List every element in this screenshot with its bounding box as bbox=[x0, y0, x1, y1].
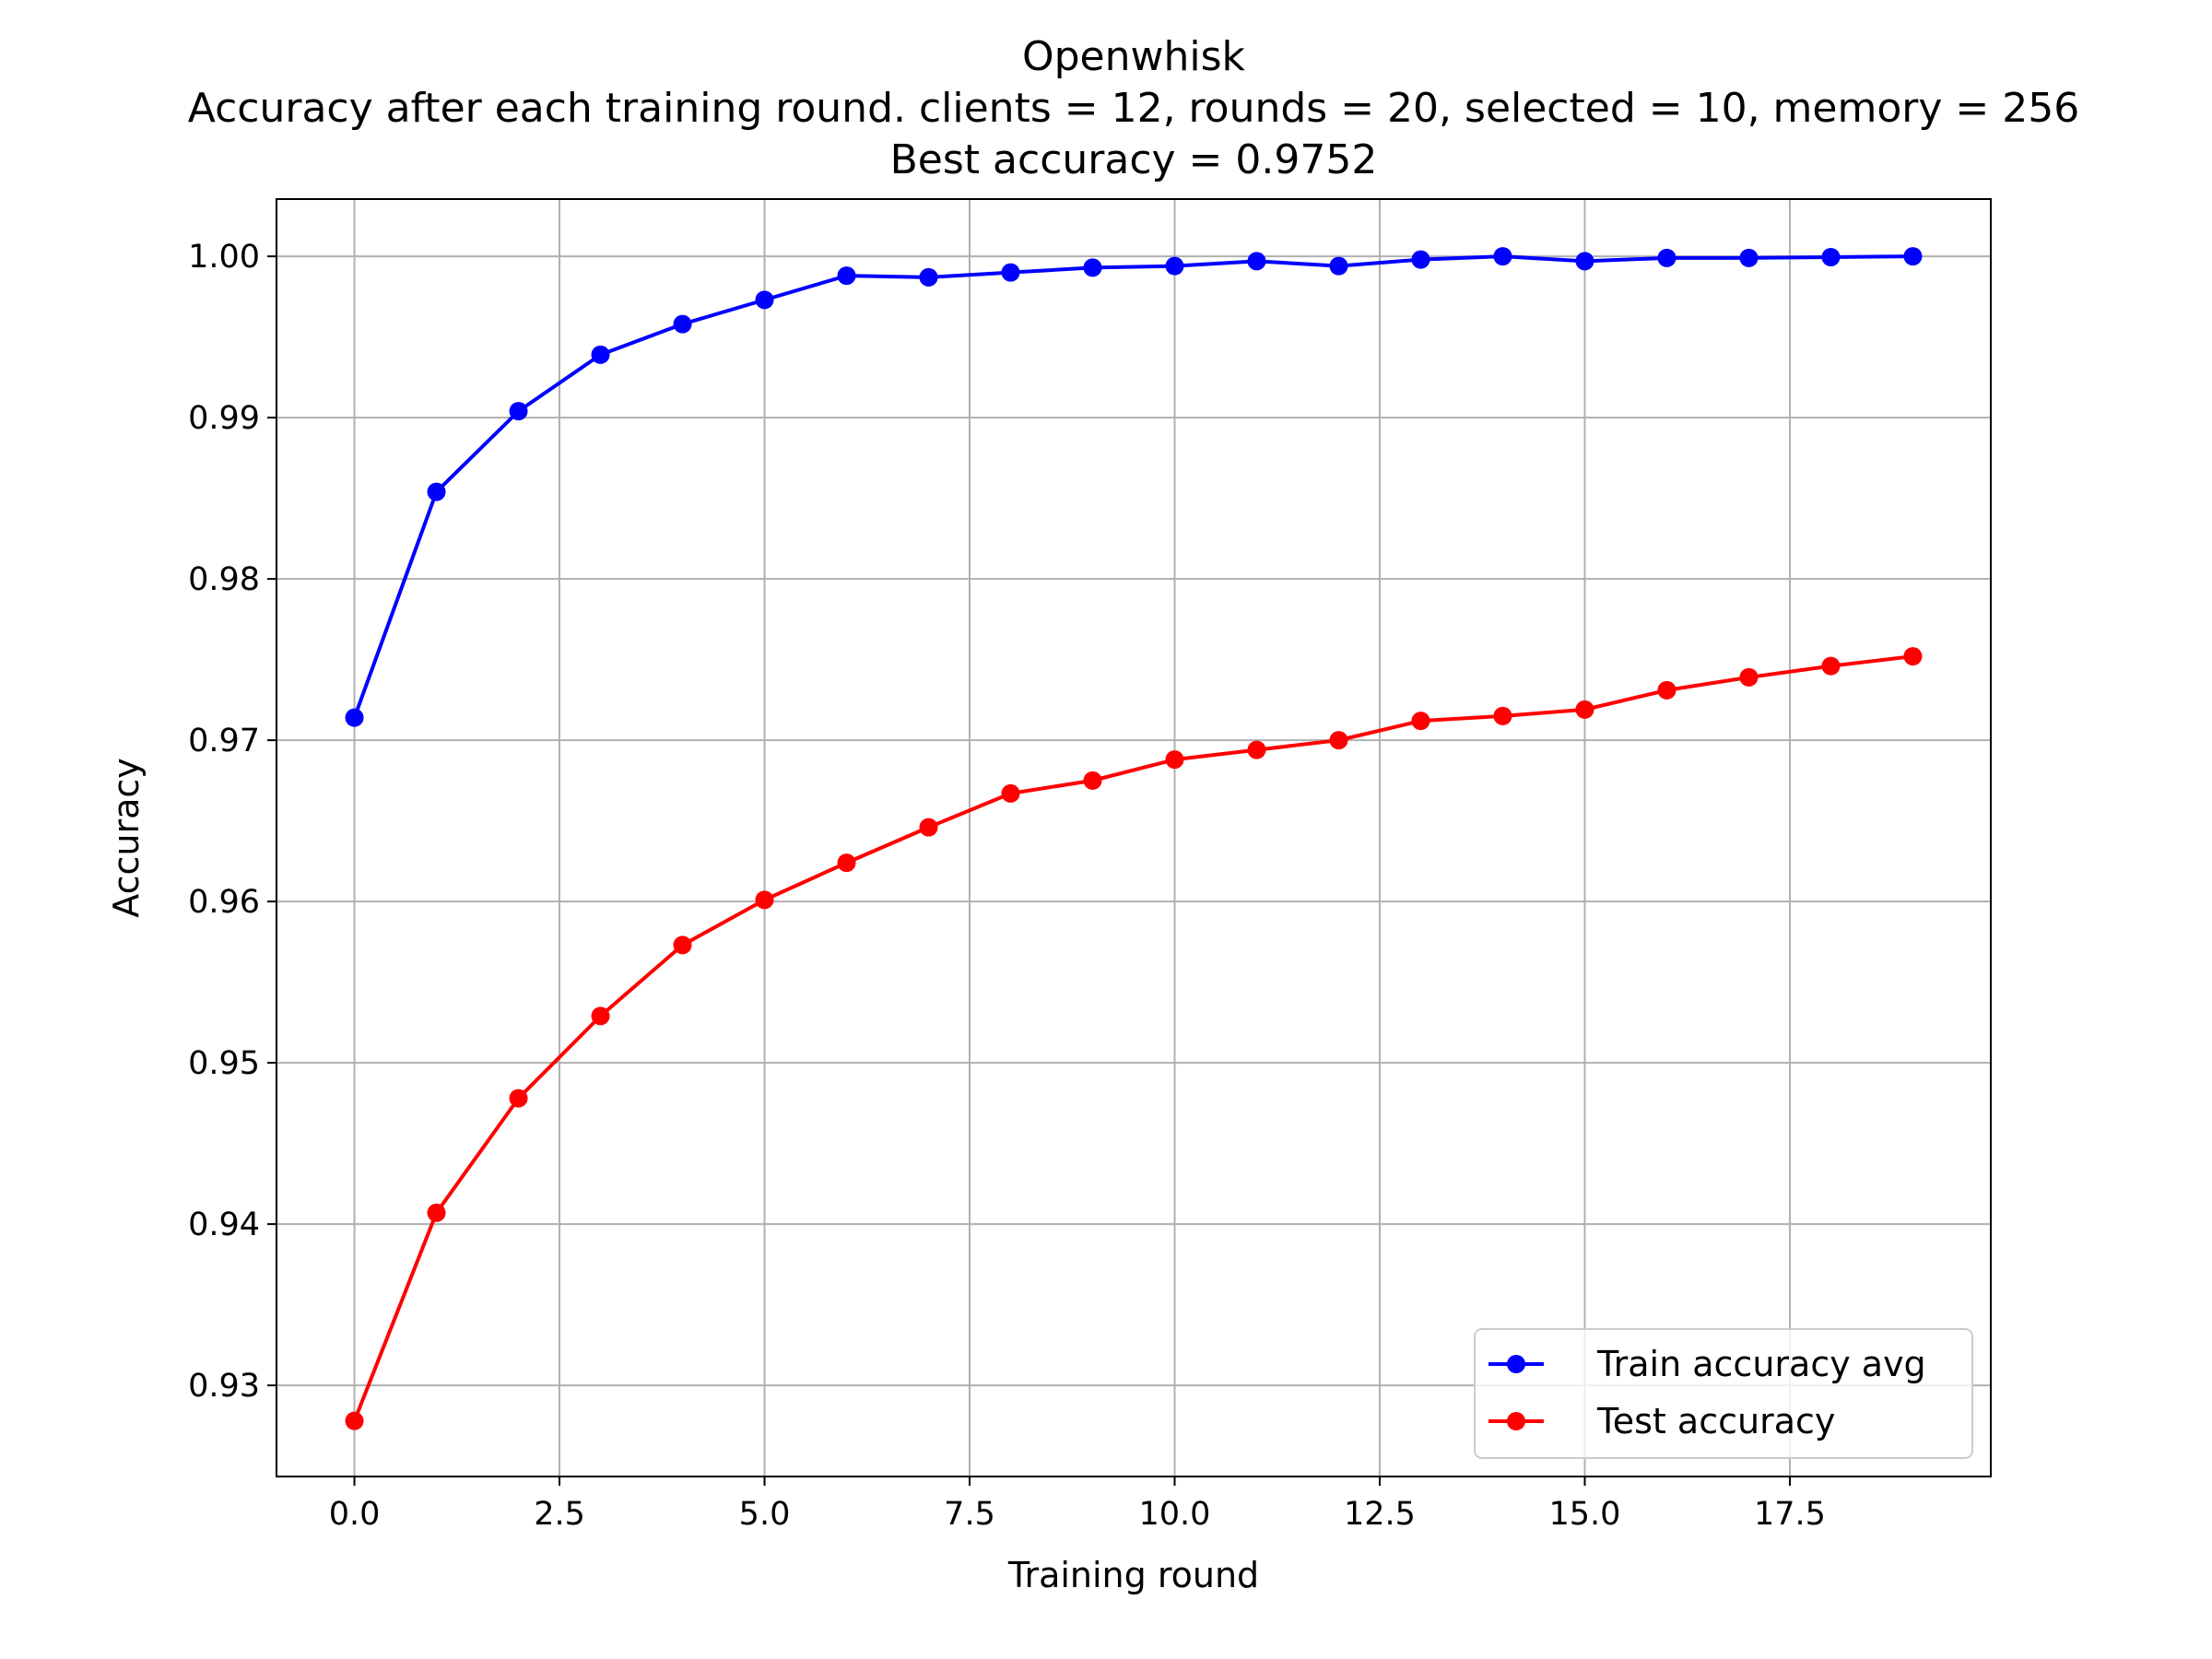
y-gridlines bbox=[276, 255, 1991, 1387]
series-line bbox=[352, 654, 1913, 1422]
data-point bbox=[1001, 783, 1020, 803]
x-axis-label: Training round bbox=[1007, 1555, 1259, 1595]
legend-marker bbox=[1507, 1355, 1525, 1373]
data-point bbox=[1001, 263, 1020, 282]
data-point bbox=[1083, 771, 1102, 790]
data-point bbox=[1493, 247, 1512, 266]
data-point bbox=[1493, 706, 1512, 725]
x-tick-label: 10.0 bbox=[1139, 1496, 1211, 1533]
chart-title-line-1: Openwhisk bbox=[1022, 33, 1246, 80]
x-tick-label: 0.0 bbox=[329, 1496, 381, 1533]
data-point bbox=[1247, 252, 1266, 271]
data-point bbox=[1083, 258, 1102, 277]
data-point bbox=[919, 267, 938, 287]
y-tick-label: 0.95 bbox=[188, 1045, 260, 1082]
data-point bbox=[1165, 750, 1184, 770]
chart-title-line-2: Accuracy after each training round. clie… bbox=[188, 85, 2079, 132]
series-line bbox=[352, 254, 1913, 719]
y-tick-label: 0.93 bbox=[188, 1368, 260, 1405]
data-point bbox=[1411, 250, 1430, 269]
data-point bbox=[837, 266, 856, 286]
y-tick-label: 0.99 bbox=[188, 400, 260, 437]
x-tick-label: 17.5 bbox=[1754, 1496, 1826, 1533]
data-point bbox=[345, 708, 364, 727]
x-tick-label: 7.5 bbox=[944, 1496, 995, 1533]
x-tick-label: 2.5 bbox=[534, 1496, 585, 1533]
legend-item: Test accuracy bbox=[1488, 1401, 1835, 1441]
data-point bbox=[1165, 256, 1184, 276]
data-point bbox=[1329, 256, 1348, 276]
plot-frame bbox=[276, 198, 1992, 1477]
y-axis-label: Accuracy bbox=[106, 758, 147, 918]
series-train-accuracy-avg bbox=[345, 247, 1923, 727]
data-point bbox=[1247, 740, 1266, 759]
y-tick-label: 0.97 bbox=[188, 723, 260, 759]
y-axis-ticks: 0.93 0.94 0.95 0.96 0.97 0.98 0.99 1.00 bbox=[188, 239, 276, 1405]
legend-label: Train accuracy avg bbox=[1596, 1344, 1926, 1384]
data-point bbox=[509, 402, 528, 421]
data-point bbox=[591, 345, 610, 364]
data-point bbox=[509, 1088, 528, 1108]
legend-label: Test accuracy bbox=[1596, 1401, 1835, 1441]
data-point bbox=[1739, 248, 1759, 267]
plot-background bbox=[276, 199, 1991, 1477]
y-tick-label: 1.00 bbox=[188, 239, 260, 276]
legend-box bbox=[1474, 1328, 1973, 1459]
data-point bbox=[345, 1411, 364, 1430]
data-point bbox=[1903, 247, 1923, 266]
legend-item: Train accuracy avg bbox=[1488, 1344, 1926, 1384]
plot-area bbox=[276, 199, 1991, 1477]
data-point bbox=[591, 1006, 610, 1026]
series-test-accuracy bbox=[345, 647, 1923, 1430]
legend: Train accuracy avg Test accuracy bbox=[1474, 1328, 1973, 1459]
y-tick-label: 0.94 bbox=[188, 1206, 260, 1243]
y-tick-label: 0.98 bbox=[188, 561, 260, 598]
data-point bbox=[1575, 700, 1594, 719]
x-tick-label: 5.0 bbox=[739, 1496, 791, 1533]
data-point bbox=[755, 290, 774, 310]
data-point bbox=[1821, 656, 1841, 676]
data-point bbox=[1657, 248, 1677, 267]
data-point bbox=[427, 482, 446, 501]
y-tick-label: 0.96 bbox=[188, 884, 260, 921]
data-point bbox=[837, 853, 856, 873]
data-point bbox=[673, 935, 692, 955]
data-point bbox=[1329, 731, 1348, 750]
x-gridlines bbox=[353, 199, 1791, 1477]
data-point bbox=[755, 890, 774, 910]
data-point bbox=[1575, 252, 1594, 271]
data-point bbox=[1903, 647, 1923, 666]
data-point bbox=[673, 314, 692, 334]
x-tick-label: 12.5 bbox=[1344, 1496, 1416, 1533]
data-point bbox=[1657, 680, 1677, 700]
data-point bbox=[1821, 248, 1841, 266]
chart-title-line-3: Best accuracy = 0.9752 bbox=[890, 136, 1378, 183]
x-tick-label: 15.0 bbox=[1549, 1496, 1621, 1533]
data-point bbox=[1411, 712, 1430, 731]
series-layer bbox=[345, 247, 1923, 1430]
data-point bbox=[427, 1203, 446, 1222]
chart-title: Openwhisk Accuracy after each training r… bbox=[188, 33, 2079, 183]
legend-marker bbox=[1507, 1412, 1525, 1430]
data-point bbox=[919, 818, 938, 837]
x-axis-ticks: 0.0 2.5 5.0 7.5 10.0 12.5 15.0 17.5 bbox=[329, 1477, 1826, 1533]
data-point bbox=[1739, 667, 1759, 687]
